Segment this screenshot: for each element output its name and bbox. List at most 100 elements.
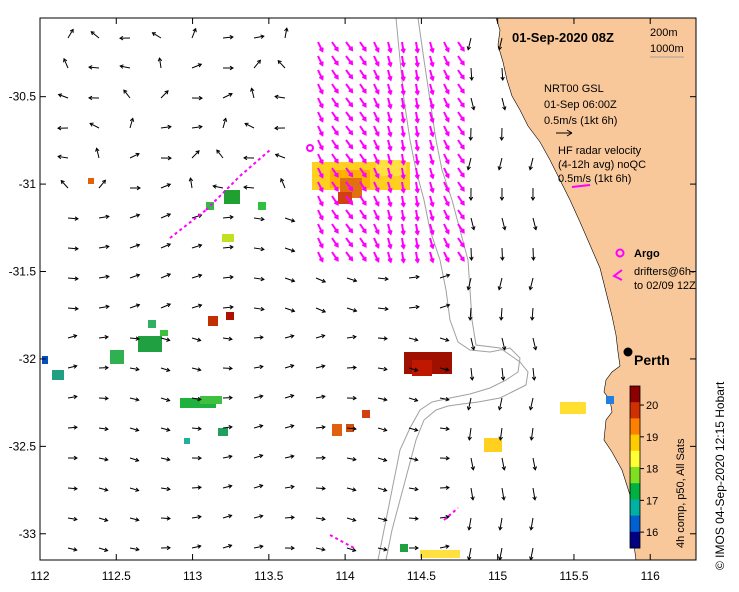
current-vector-head — [387, 132, 393, 138]
current-vector — [89, 122, 100, 129]
current-vector-head — [274, 94, 279, 100]
current-vector-head — [74, 216, 79, 221]
current-vector — [439, 427, 449, 430]
current-vector-head — [501, 466, 507, 471]
current-vector — [96, 148, 100, 159]
model-legend-line1: NRT00 GSL — [544, 83, 604, 95]
current-vector-head — [444, 89, 450, 95]
current-vector — [284, 455, 294, 459]
current-vector-head — [151, 32, 156, 37]
radar-legend-arrow — [571, 184, 591, 188]
current-vector-head — [334, 186, 339, 192]
perth-marker-icon — [623, 347, 633, 357]
current-vector — [160, 517, 171, 520]
current-vector-head — [280, 177, 285, 183]
current-vector-head — [216, 149, 221, 154]
current-vector — [67, 395, 77, 399]
current-vector — [346, 547, 356, 552]
current-vector-head — [318, 187, 324, 193]
current-vector-head — [197, 426, 202, 431]
current-vector-head — [334, 74, 339, 80]
current-vector-head — [414, 457, 419, 462]
current-vector — [160, 303, 171, 309]
current-vector — [284, 28, 288, 39]
current-vector — [251, 88, 255, 99]
colorbar-tick-label: 18 — [646, 464, 658, 476]
current-vector-head — [414, 230, 420, 236]
current-vector-head — [104, 457, 109, 462]
current-vector — [275, 153, 286, 159]
x-tick-label: 113.5 — [254, 569, 283, 583]
current-vector — [63, 58, 69, 69]
current-vector-head — [400, 188, 406, 194]
colorbar-segment — [630, 418, 640, 436]
current-vector-head — [444, 145, 450, 151]
current-vector-head — [497, 286, 502, 291]
colorbar-tick-label: 20 — [646, 400, 658, 412]
y-tick-label: -31 — [19, 177, 37, 191]
current-vector-head — [400, 160, 406, 166]
current-vector-head — [374, 187, 380, 193]
current-vector-head — [318, 201, 324, 207]
current-vector — [501, 337, 506, 350]
current-vector-head — [259, 544, 264, 549]
current-vector-head — [460, 172, 465, 178]
current-vector-head — [414, 48, 420, 54]
current-vector-head — [348, 242, 354, 248]
current-vector — [222, 455, 232, 459]
isobath-1000m — [377, 18, 521, 560]
current-vector-head — [374, 131, 380, 137]
current-vector-head — [321, 278, 327, 283]
current-vector-head — [212, 184, 217, 189]
current-vector — [222, 544, 232, 549]
current-vector-head — [135, 213, 141, 218]
current-vector — [160, 487, 170, 490]
current-vector — [470, 97, 475, 110]
current-vector-head — [383, 457, 388, 462]
current-vector-head — [352, 426, 357, 431]
current-vector — [377, 517, 387, 521]
current-vector-head — [334, 200, 339, 206]
current-vector-head — [198, 124, 203, 130]
current-vector-head — [414, 146, 420, 152]
current-vector-head — [135, 243, 141, 248]
current-vector — [408, 427, 418, 431]
current-vector — [191, 486, 202, 489]
current-vector-head — [197, 396, 202, 402]
current-vector — [160, 367, 170, 372]
current-vector — [284, 307, 295, 312]
current-vector — [129, 487, 139, 492]
current-vector — [129, 274, 140, 279]
current-vector — [499, 547, 503, 560]
current-vector-head — [429, 145, 435, 152]
current-vector-head — [361, 214, 367, 220]
current-vector — [439, 516, 449, 519]
current-vector — [530, 547, 534, 560]
current-vector — [222, 118, 227, 129]
colorbar-segment — [630, 434, 640, 452]
current-vector — [67, 365, 77, 369]
current-vector — [67, 29, 74, 39]
current-vector — [377, 547, 387, 551]
current-vector-head — [444, 257, 450, 263]
current-vector-head — [228, 454, 233, 459]
current-vector — [58, 155, 69, 159]
current-vector-head — [229, 275, 234, 280]
current-vector-head — [383, 397, 388, 402]
current-vector-head — [73, 334, 78, 339]
current-vector-head — [361, 200, 367, 206]
current-vector-head — [429, 47, 435, 54]
current-vector-head — [387, 75, 393, 82]
current-vector-head — [104, 335, 109, 340]
current-vector — [439, 545, 449, 549]
x-tick-label: 112 — [30, 569, 49, 583]
current-vector — [98, 179, 106, 189]
current-vector — [123, 89, 131, 99]
current-vector-head — [290, 278, 296, 283]
current-vector — [499, 517, 503, 530]
current-vector — [98, 275, 109, 279]
current-vector-head — [460, 130, 465, 136]
current-vector-head — [290, 334, 295, 339]
colorbar-segment — [630, 483, 640, 500]
